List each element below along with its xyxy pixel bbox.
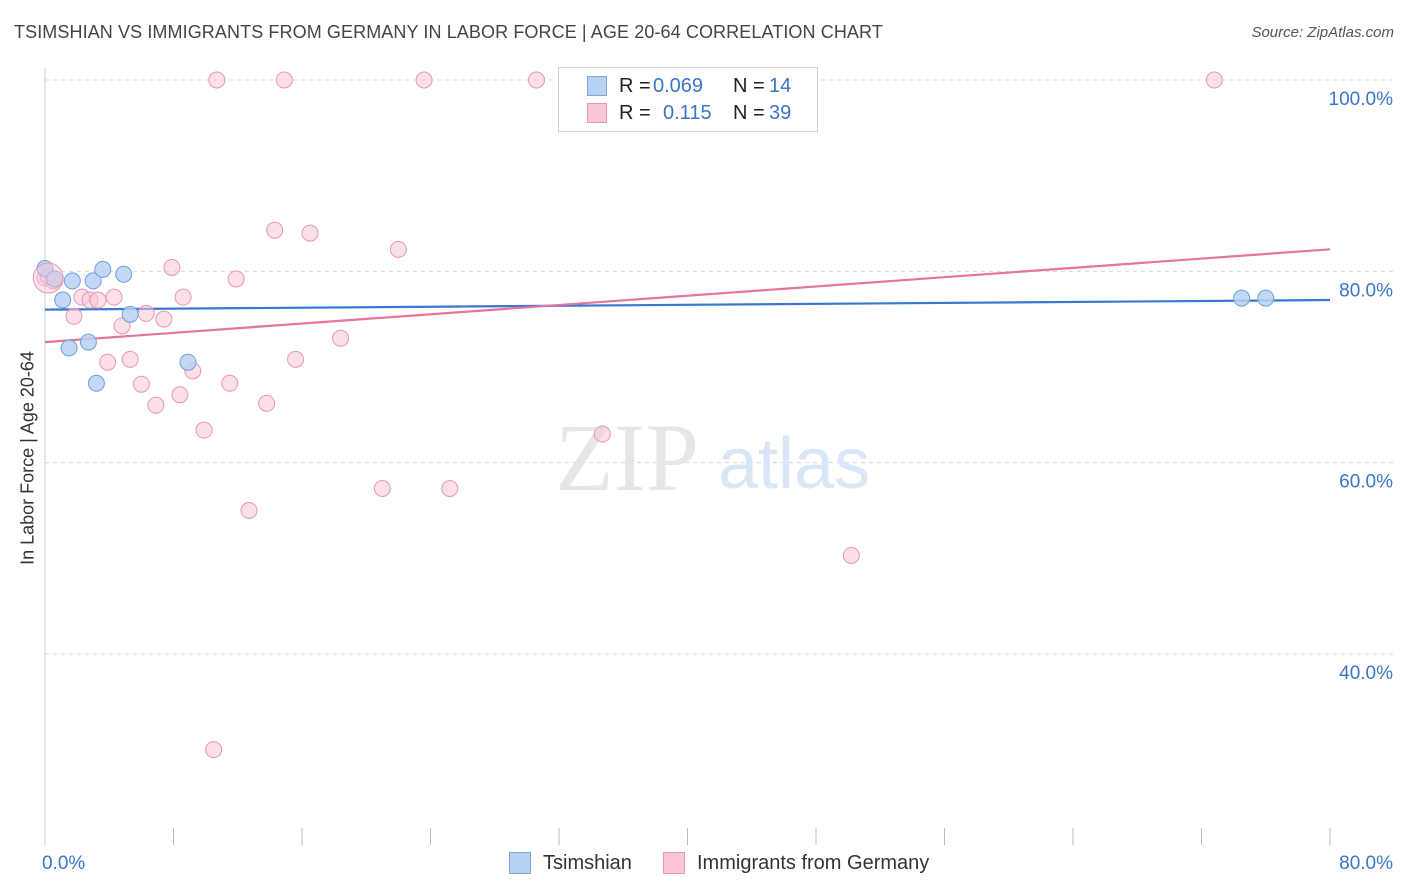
legend-r-label: R = (619, 102, 651, 124)
data-point-tsimshian (46, 270, 64, 288)
y-tick-label: 80.0% (1339, 280, 1393, 301)
data-point-germany (171, 386, 189, 404)
data-point-germany (441, 479, 459, 497)
data-point-tsimshian (60, 339, 78, 357)
data-point-germany (132, 375, 150, 393)
data-point-germany (287, 350, 305, 368)
data-point-germany (121, 350, 139, 368)
data-point-germany (332, 329, 350, 347)
legend-swatch-pink (663, 852, 685, 874)
data-point-germany (389, 240, 407, 258)
data-point-germany-cluster (32, 262, 64, 294)
legend-n-value: 39 (769, 102, 792, 124)
data-point-germany (65, 307, 83, 325)
data-point-tsimshian (63, 272, 81, 290)
data-point-germany (227, 270, 245, 288)
data-point-tsimshian (87, 374, 105, 392)
tick-labels: 100.0% 80.0% 60.0% 40.0% 0.0% 80.0% (42, 89, 1393, 874)
data-point-germany (208, 71, 226, 89)
data-point-germany (221, 374, 239, 392)
data-point-tsimshian (121, 305, 139, 323)
data-point-tsimshian (79, 333, 97, 351)
watermark: ZIP atlas (555, 404, 870, 511)
data-point-germany (528, 71, 546, 89)
data-point-tsimshian (1233, 289, 1251, 307)
y-axis-title: In Labor Force | Age 20-64 (17, 351, 38, 565)
data-point-germany (163, 259, 181, 277)
trend-line-tsimshian (44, 298, 1331, 311)
trend-lines (44, 248, 1331, 344)
data-point-tsimshian (115, 265, 133, 283)
data-point-germany (155, 310, 173, 328)
data-point-germany (147, 396, 165, 414)
watermark-zip: ZIP (555, 404, 699, 511)
data-point-germany (174, 288, 192, 306)
legend-swatch-blue (509, 852, 531, 874)
legend-label: Tsimshian (543, 852, 632, 874)
data-point-tsimshian (54, 291, 72, 309)
data-points (32, 71, 1275, 759)
legend-n-label: N = (733, 75, 765, 97)
data-point-germany (415, 71, 433, 89)
data-point-germany (266, 221, 284, 239)
source-credit: Source: ZipAtlas.com (1251, 24, 1394, 41)
legend-label: Immigrants from Germany (697, 852, 930, 874)
data-point-tsimshian (94, 260, 112, 278)
data-point-germany (240, 502, 258, 519)
data-point-germany (373, 479, 391, 497)
chart-title: TSIMSHIAN VS IMMIGRANTS FROM GERMANY IN … (14, 22, 883, 42)
data-point-germany (1205, 71, 1223, 89)
data-point-germany (105, 288, 123, 306)
data-point-germany (99, 353, 117, 371)
y-tick-label: 40.0% (1339, 663, 1393, 684)
y-tick-label: 100.0% (1329, 89, 1394, 110)
legend-r-value: 0.069 (653, 75, 704, 97)
legend-n-value: 14 (769, 75, 792, 97)
legend-swatch-pink (587, 103, 607, 123)
legend-box: R = 0.069 N = 14 R = 0.115 N = 39 (558, 67, 818, 132)
data-point-germany (275, 71, 293, 89)
data-point-germany (842, 546, 860, 564)
legend-n-label: N = (733, 102, 765, 124)
x-tick-label: 80.0% (1339, 853, 1393, 874)
data-point-germany (137, 304, 155, 322)
data-point-germany (89, 291, 107, 309)
data-point-tsimshian (1257, 289, 1275, 307)
legend-r-label: R = (619, 75, 651, 97)
data-point-germany (258, 394, 276, 412)
data-point-tsimshian (179, 353, 197, 371)
x-tick-label: 0.0% (42, 853, 85, 874)
legend-r-value: 0.115 (663, 102, 712, 124)
data-point-germany (195, 421, 213, 439)
data-point-germany (301, 224, 319, 242)
gridlines (45, 79, 1394, 655)
axes (44, 68, 1331, 845)
watermark-atlas: atlas (718, 424, 870, 504)
y-tick-label: 60.0% (1339, 472, 1393, 493)
data-point-germany (593, 425, 611, 443)
trend-line-germany (44, 248, 1331, 344)
legend-swatch-blue (587, 76, 607, 96)
data-point-tsimshian (84, 272, 102, 290)
data-point-germany (205, 741, 223, 759)
